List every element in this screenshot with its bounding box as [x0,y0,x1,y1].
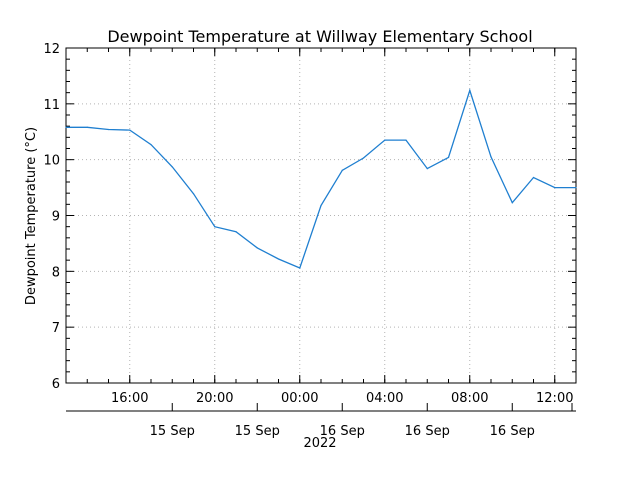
data-point [235,231,237,233]
y-tick-label: 6 [52,377,60,392]
x-tick-label: 04:00 [366,391,403,406]
y-tick-label: 9 [52,210,60,225]
data-point [532,176,535,179]
date-tick-label: 16 Sep [405,424,450,439]
data-point [554,186,556,189]
data-point [86,126,88,128]
y-tick-label: 10 [43,154,60,169]
data-point [490,156,492,158]
data-point [426,168,428,170]
data-point [150,143,152,146]
data-point [256,247,258,249]
data-point [192,193,195,195]
plot-frame [65,47,577,384]
x-axis: 16:00 20:00 00:00 04:00 08:00 12:00 [65,48,577,406]
x-tick-label: 16:00 [111,391,148,406]
data-point [65,126,67,128]
x-axis-label: 2022 [303,436,336,451]
data-point [214,226,216,228]
data-point [469,89,471,92]
data-point [171,166,173,168]
series-points [65,89,577,269]
y-tick-label: 8 [52,265,60,280]
x-tick-label: 20:00 [196,391,233,406]
date-tick-label: 16 Sep [320,424,365,439]
series-line-dewpoint [66,88,576,269]
data-point [362,157,365,159]
y-tick-label: 11 [43,98,60,113]
data-point [405,139,407,141]
data-point [511,202,513,204]
date-axis: 15 Sep 15 Sep 16 Sep 16 Sep 16 Sep [150,403,573,439]
x-tick-label: 12:00 [536,391,573,406]
data-point [341,169,343,171]
chart-title: Dewpoint Temperature at Willway Elementa… [107,27,532,46]
y-tick-label: 7 [52,321,60,336]
y-tick-label: 12 [43,42,60,57]
data-point [384,139,386,141]
date-tick-label: 15 Sep [150,424,195,439]
y-axis: 6 7 8 9 10 11 12 [43,42,576,392]
y-axis-label: Dewpoint Temperature (°C) [24,127,39,305]
date-tick-label: 15 Sep [235,424,280,439]
data-point [277,258,280,260]
date-tick-label: 16 Sep [490,424,535,439]
data-point [575,186,577,189]
x-tick-label: 00:00 [281,391,318,406]
data-point [299,267,301,269]
data-point [129,129,131,131]
data-point [447,156,450,159]
grid [66,48,576,383]
data-point [320,204,322,207]
x-tick-label: 08:00 [451,391,488,406]
data-point [107,128,110,131]
